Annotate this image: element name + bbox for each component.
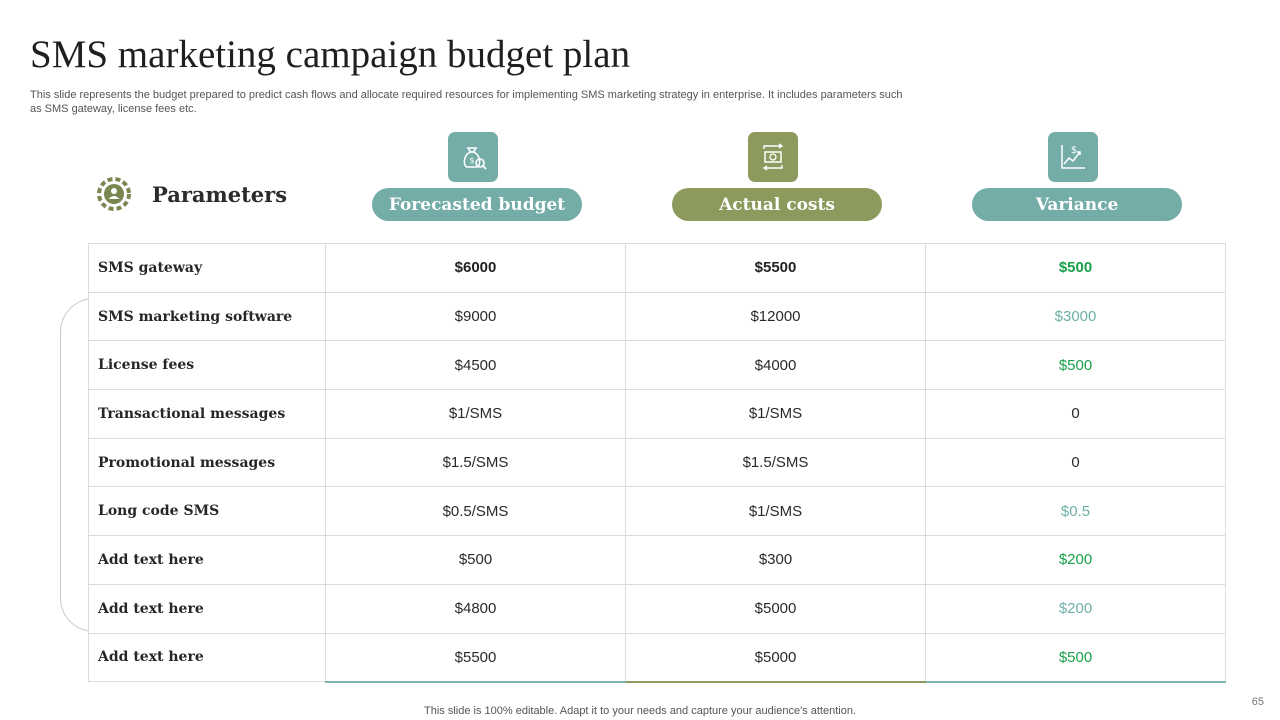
forecast-cell: $5500 <box>325 632 626 683</box>
actual-cell: $1.5/SMS <box>625 437 926 488</box>
forecast-cell: $1/SMS <box>325 389 626 439</box>
table-row: SMS gateway $6000 $5500 $500 <box>88 243 1226 293</box>
actual-cell: $1/SMS <box>625 389 926 439</box>
parameter-cell: SMS gateway <box>88 243 326 293</box>
dollar-chart-icon: $ <box>1061 145 1085 169</box>
parameter-cell: Transactional messages <box>88 389 326 439</box>
svg-text:$: $ <box>1071 145 1077 156</box>
slide-title: SMS marketing campaign budget plan <box>30 33 631 76</box>
column-label-actual-costs: Actual costs <box>672 188 882 221</box>
slide-footer: This slide is 100% editable. Adapt it to… <box>424 705 856 717</box>
table-row: Promotional messages $1.5/SMS $1.5/SMS 0 <box>88 437 1226 488</box>
variance-cell: $0.5 <box>925 486 1226 537</box>
parameter-cell: Promotional messages <box>88 437 326 488</box>
svg-text:$: $ <box>469 156 474 165</box>
variance-cell: $200 <box>925 535 1226 585</box>
forecast-cell: $0.5/SMS <box>325 486 626 537</box>
variance-cell: $500 <box>925 243 1226 293</box>
actual-icon-tile <box>748 132 798 182</box>
variance-cell: $200 <box>925 583 1226 634</box>
variance-cell: $3000 <box>925 291 1226 342</box>
column-label-forecasted-budget: Forecasted budget <box>372 188 582 221</box>
table-row: Long code SMS $0.5/SMS $1/SMS $0.5 <box>88 486 1226 537</box>
actual-cell: $12000 <box>625 291 926 342</box>
variance-cell: 0 <box>925 389 1226 439</box>
forecast-cell: $1.5/SMS <box>325 437 626 488</box>
table-row: License fees $4500 $4000 $500 <box>88 340 1226 391</box>
actual-cell: $4000 <box>625 340 926 391</box>
variance-cell: $500 <box>925 632 1226 683</box>
actual-cell: $5000 <box>625 583 926 634</box>
cash-exchange-icon <box>762 143 784 171</box>
parameters-label: Parameters <box>152 181 288 207</box>
variance-cell: $500 <box>925 340 1226 391</box>
forecast-cell: $4500 <box>325 340 626 391</box>
forecast-icon-tile: $ <box>448 132 498 182</box>
variance-cell: 0 <box>925 437 1226 488</box>
gear-people-icon <box>97 177 131 211</box>
table-row: SMS marketing software $9000 $12000 $300… <box>88 291 1226 342</box>
actual-cell: $5500 <box>625 243 926 293</box>
parameter-cell: SMS marketing software <box>88 291 326 342</box>
table-row: Add text here $500 $300 $200 <box>88 535 1226 585</box>
table-row: Transactional messages $1/SMS $1/SMS 0 <box>88 389 1226 439</box>
forecast-cell: $9000 <box>325 291 626 342</box>
page-number: 65 <box>1251 696 1264 708</box>
parameters-header: Parameters <box>96 174 287 214</box>
budget-table: SMS gateway $6000 $5500 $500 SMS marketi… <box>88 243 1226 683</box>
forecast-cell: $6000 <box>325 243 626 293</box>
money-bag-search-icon: $ <box>463 147 487 170</box>
column-label-variance: Variance <box>972 188 1182 221</box>
parameter-cell: Add text here <box>88 632 326 683</box>
actual-cell: $300 <box>625 535 926 585</box>
table-row: Add text here $5500 $5000 $500 <box>88 632 1226 683</box>
variance-icon-tile: $ <box>1048 132 1098 182</box>
parameter-cell: Add text here <box>88 583 326 634</box>
parameter-cell: Long code SMS <box>88 486 326 537</box>
parameter-cell: Add text here <box>88 535 326 585</box>
forecast-cell: $4800 <box>325 583 626 634</box>
actual-cell: $5000 <box>625 632 926 683</box>
table-row: Add text here $4800 $5000 $200 <box>88 583 1226 634</box>
forecast-cell: $500 <box>325 535 626 585</box>
actual-cell: $1/SMS <box>625 486 926 537</box>
slide-subtitle: This slide represents the budget prepare… <box>30 89 903 115</box>
parameter-cell: License fees <box>88 340 326 391</box>
